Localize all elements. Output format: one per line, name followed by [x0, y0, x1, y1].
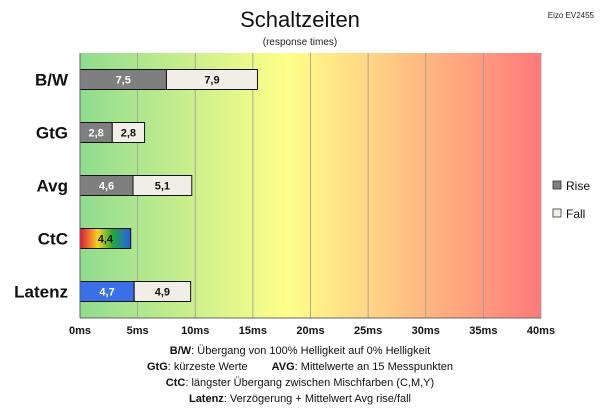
note-latenz-text: : Verzögerung + Mittelwert Avg rise/fall	[224, 393, 411, 405]
note-gtg-text: : kürzeste Werte	[168, 361, 248, 373]
bars	[79, 69, 258, 302]
category-label: CtC	[38, 230, 68, 249]
gridlines	[137, 53, 542, 318]
chart-subtitle: (response times)	[263, 37, 337, 48]
legend-label-rise: Rise	[566, 179, 590, 193]
note-bw-label: B/W	[170, 345, 192, 357]
monitor-model-label: Eizo EV2455	[548, 11, 595, 20]
bar-fall-value: 5,1	[155, 181, 170, 193]
x-tick-label: 10ms	[181, 325, 209, 337]
x-tick-label: 25ms	[354, 325, 382, 337]
legend-swatch-fall	[552, 208, 562, 218]
x-tick-label: 5ms	[127, 325, 149, 337]
category-label: Latenz	[14, 283, 68, 302]
bar-rise-value: 4,6	[99, 181, 114, 193]
bar-fall	[133, 281, 192, 302]
note-ctc-label: CtC	[166, 377, 186, 389]
x-tick-label: 40ms	[527, 325, 555, 337]
note-avg-label: AVG	[272, 361, 295, 373]
bar-rise-value: 2,8	[88, 128, 103, 140]
chart-title: Schaltzeiten	[240, 7, 360, 32]
x-tick-label: 15ms	[239, 325, 267, 337]
x-tick-label: 35ms	[469, 325, 497, 337]
bar-fall-value: 7,9	[204, 75, 219, 87]
x-tick-label: 30ms	[412, 325, 440, 337]
legend-swatch-rise	[552, 180, 562, 190]
x-tick-label: 0ms	[69, 325, 91, 337]
footnotes: B/W: Übergang von 100% Helligkeit auf 0%…	[147, 345, 453, 405]
note-bw-text: : Übergang von 100% Helligkeit auf 0% He…	[191, 345, 430, 357]
bar-rise-value: 7,5	[116, 75, 131, 87]
bar-fall-value: 4,9	[155, 287, 170, 299]
note-avg-text: : Mittelwerte an 15 Messpunkten	[295, 361, 453, 373]
category-label: GtG	[36, 124, 68, 143]
x-tick-label: 20ms	[296, 325, 324, 337]
bar-fall	[165, 69, 258, 90]
bar-fall-value: 2,8	[121, 128, 136, 140]
bar-rise-value: 4,4	[98, 234, 114, 246]
labels: 0ms 5ms 10ms 15ms 20ms 25ms 30ms 35ms 40ms B/W 7,5…	[14, 71, 555, 338]
category-label: B/W	[35, 71, 69, 90]
note-bw: B/W: Übergang von 100% Helligkeit auf 0%…	[170, 345, 430, 357]
note-ctc: CtC: längster Übergang zwischen Mischfar…	[166, 377, 434, 389]
note-ctc-text: : längster Übergang zwischen Mischfarben…	[185, 377, 434, 389]
note-gtg-label: GtG	[147, 361, 168, 373]
note-latenz-label: Latenz	[189, 393, 224, 405]
bar-fall	[132, 175, 193, 196]
bar-fall	[111, 122, 146, 143]
category-label: Avg	[37, 177, 69, 196]
legend: Rise Fall	[552, 179, 590, 221]
legend-label-fall: Fall	[566, 207, 585, 221]
note-gtg-avg: GtG: kürzeste Werte AVG: Mittelwerte an 1…	[147, 361, 453, 373]
note-latenz: Latenz: Verzögerung + Mittelwert Avg ris…	[189, 393, 411, 405]
bar-rise-value: 4,7	[99, 287, 114, 299]
